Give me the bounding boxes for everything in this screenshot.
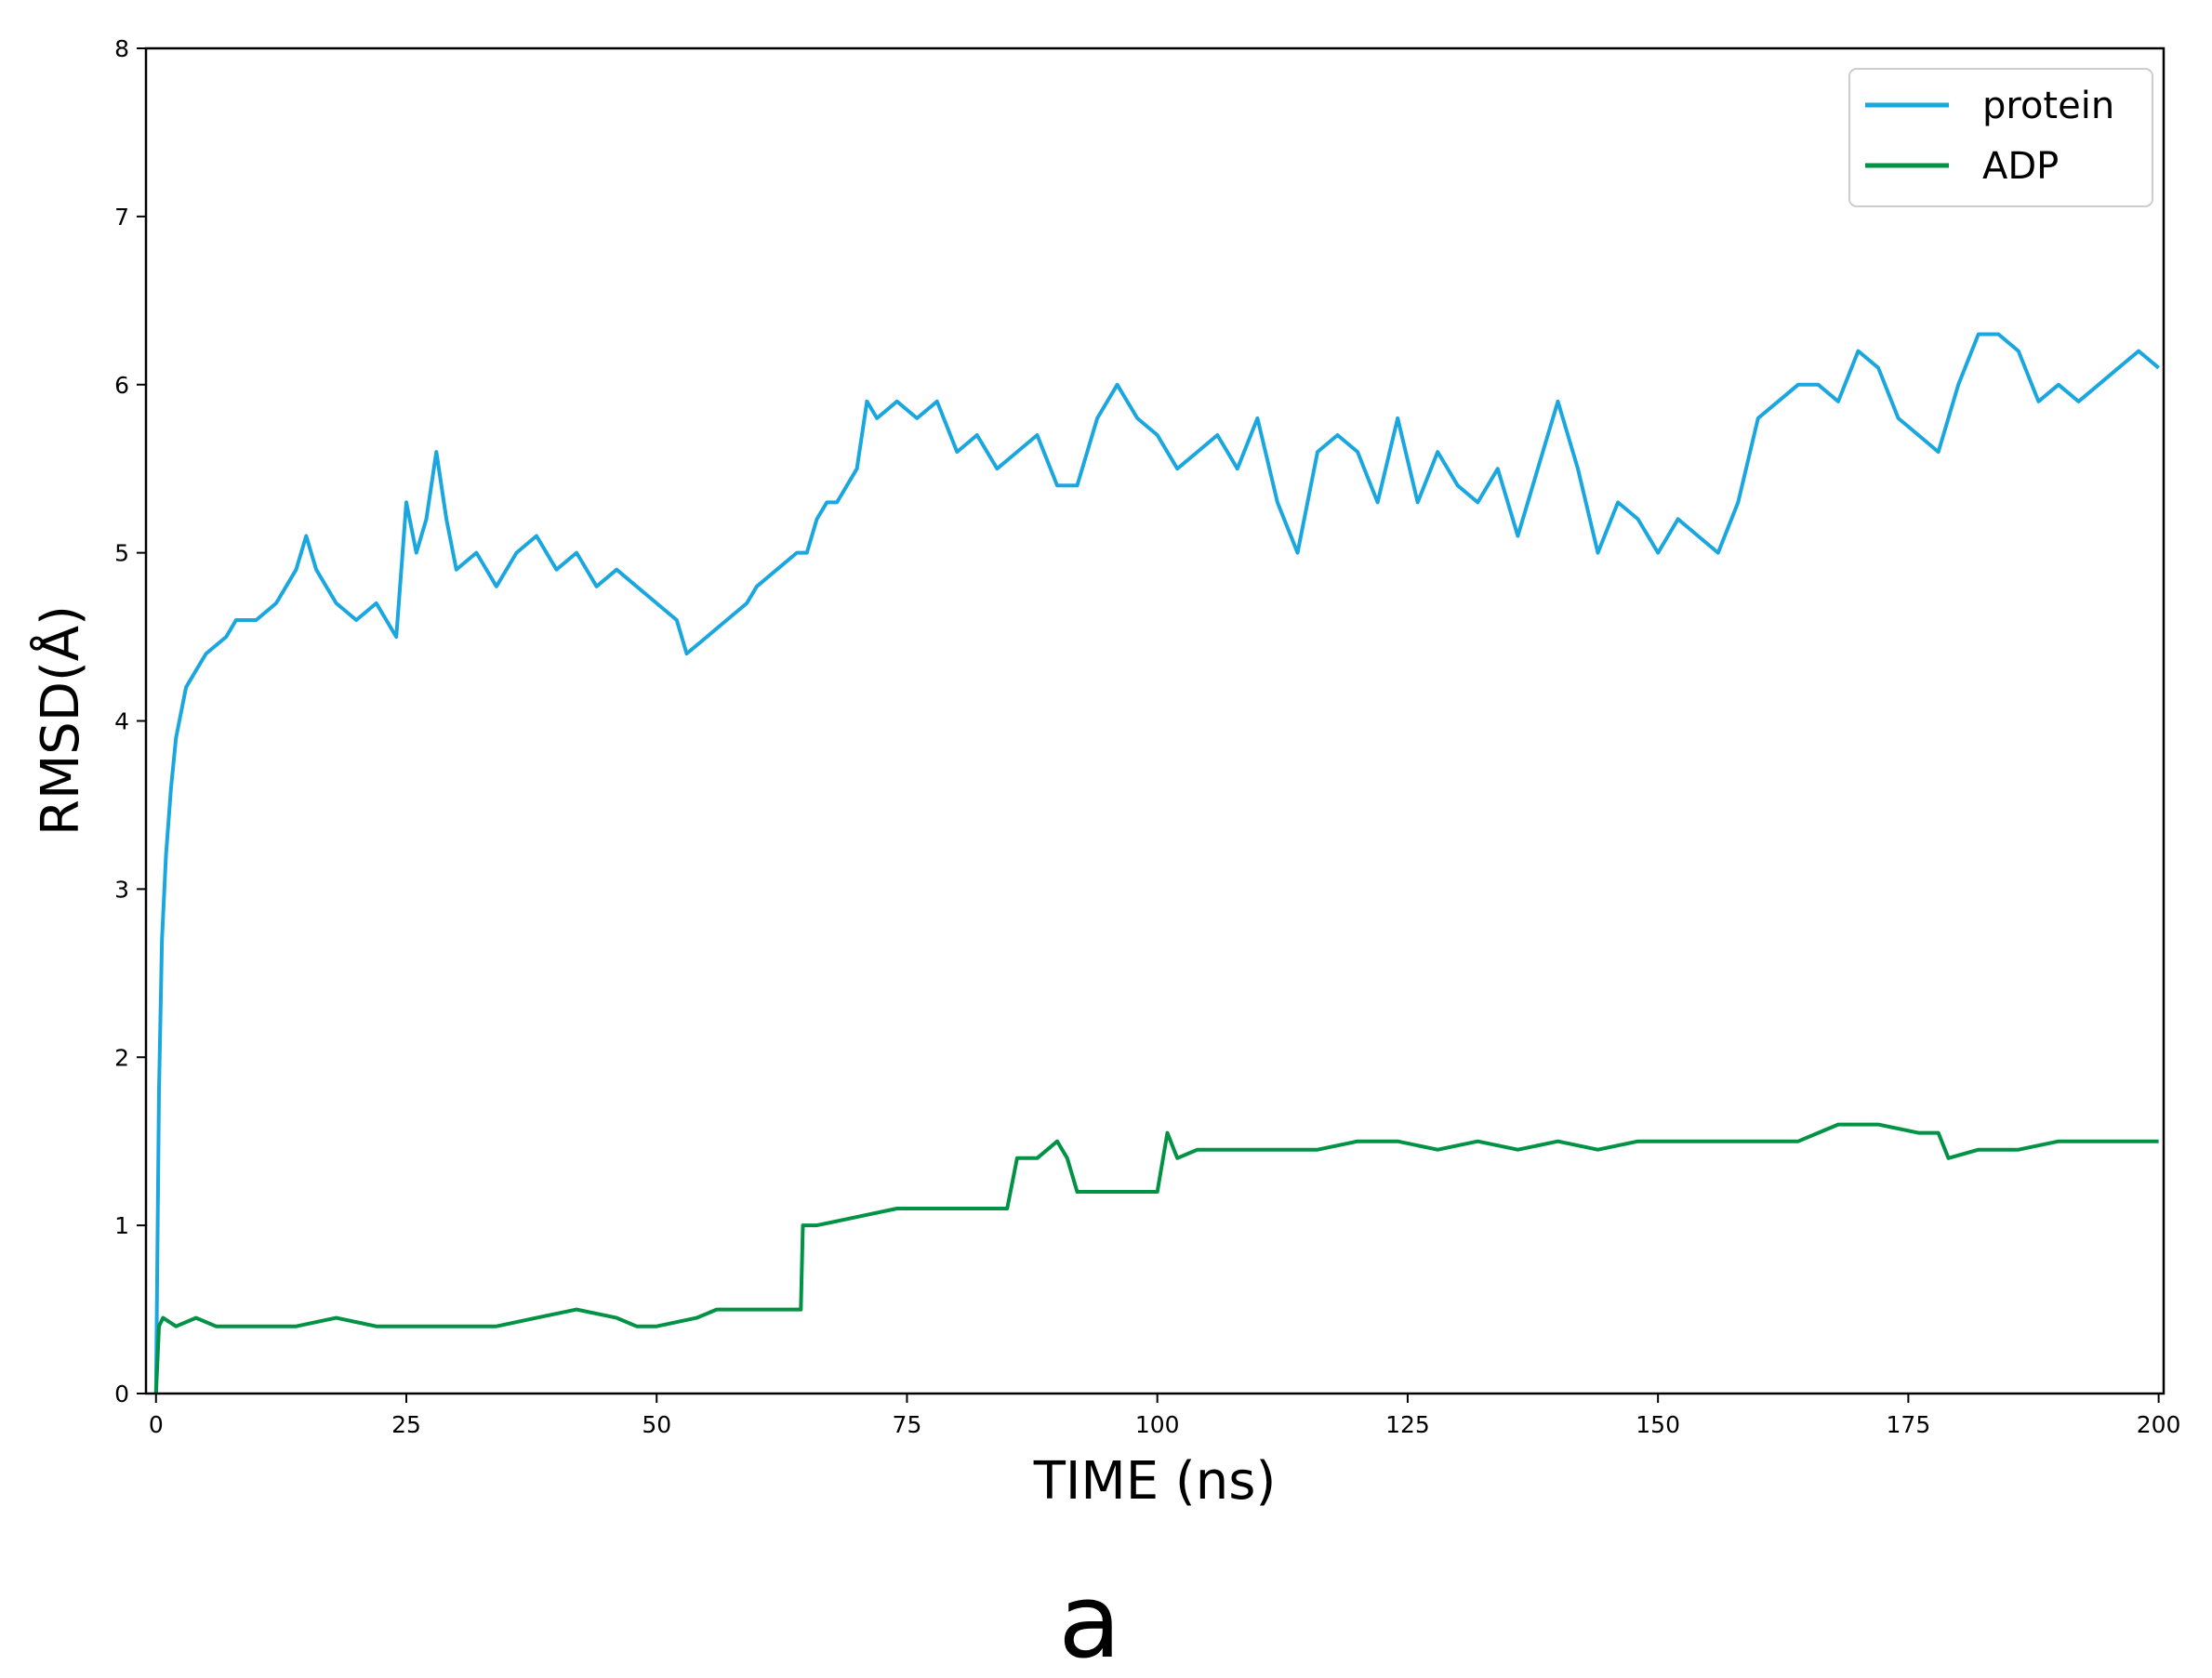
y-axis-ticks: 0 1 2 3 4 5 6 7 8 (114, 35, 146, 1407)
legend-label-protein: protein (1982, 85, 2114, 127)
x-tick-label: 50 (642, 1411, 671, 1438)
x-tick-label: 25 (391, 1411, 421, 1438)
y-tick-label: 3 (114, 876, 129, 903)
series-line-adp (153, 1122, 2159, 1394)
series-line-protein (153, 332, 2160, 1394)
series-layer (153, 332, 2160, 1394)
y-tick-label: 7 (114, 204, 129, 231)
legend: protein ADP (1848, 68, 2153, 207)
y-axis-title: RMSD(Å) (30, 605, 91, 836)
y-tick-label: 4 (114, 708, 129, 735)
y-tick-label: 6 (114, 372, 129, 399)
x-tick-label: 100 (1135, 1411, 1180, 1438)
x-axis-title: TIME (ns) (1033, 1451, 1277, 1512)
x-tick-label: 75 (893, 1411, 922, 1438)
plot-area (144, 46, 2166, 1395)
y-tick-label: 5 (114, 540, 129, 567)
x-tick-label: 200 (2137, 1411, 2181, 1438)
y-tick-label: 1 (114, 1212, 129, 1239)
y-tick-label: 0 (114, 1381, 129, 1407)
legend-label-adp: ADP (1982, 145, 2059, 188)
x-tick-label: 150 (1636, 1411, 1680, 1438)
x-axis-ticks: 0 25 50 75 100 125 150 175 200 (149, 1394, 2181, 1438)
x-tick-label: 175 (1887, 1411, 1931, 1438)
y-tick-label: 8 (114, 35, 129, 62)
x-tick-label: 0 (149, 1411, 164, 1438)
y-tick-label: 2 (114, 1044, 129, 1071)
x-tick-label: 125 (1385, 1411, 1430, 1438)
panel-label: a (1058, 1562, 1120, 1678)
